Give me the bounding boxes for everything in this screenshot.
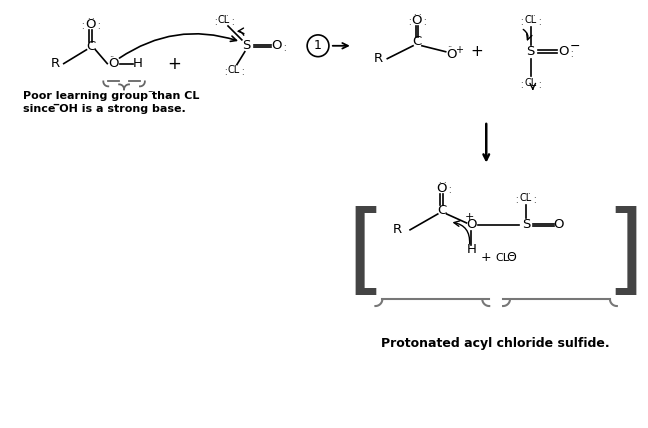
Text: .: . (408, 13, 410, 22)
Text: CL: CL (525, 15, 537, 25)
Text: .: . (220, 9, 223, 18)
Text: .: . (283, 44, 286, 53)
Text: .: . (418, 8, 421, 17)
Text: .: . (408, 18, 410, 27)
Text: .: . (570, 45, 573, 54)
Text: C: C (412, 36, 422, 48)
Text: .: . (424, 18, 426, 27)
Text: R: R (51, 57, 60, 70)
Text: .: . (226, 9, 228, 18)
Text: .: . (91, 12, 94, 21)
Text: O: O (446, 48, 457, 61)
Text: S: S (242, 39, 251, 52)
Text: .: . (424, 13, 426, 22)
Text: +: + (465, 212, 474, 222)
Text: .: . (438, 176, 441, 185)
Text: .: . (527, 9, 529, 18)
Text: .: . (443, 176, 446, 185)
Text: since ̅OH is a strong base.: since ̅OH is a strong base. (23, 104, 186, 114)
Text: .: . (87, 12, 89, 21)
Text: .: . (570, 50, 573, 59)
Text: ]: ] (605, 206, 644, 303)
Text: .: . (242, 62, 244, 71)
Text: O: O (437, 182, 447, 195)
Text: .: . (224, 62, 226, 71)
Text: +: + (470, 44, 483, 59)
Text: ..: .. (447, 40, 452, 49)
Text: .: . (242, 68, 244, 77)
Text: O: O (553, 218, 564, 232)
Text: CL: CL (520, 193, 532, 203)
Text: ⁻: ⁻ (147, 89, 152, 99)
Text: C: C (437, 204, 446, 217)
Text: S: S (522, 218, 530, 232)
Text: CL: CL (228, 65, 240, 74)
Text: +: + (454, 45, 463, 55)
Text: .: . (520, 13, 523, 22)
Text: .: . (538, 13, 541, 22)
Text: R: R (374, 52, 383, 65)
Text: .: . (527, 187, 529, 196)
Text: O: O (558, 45, 569, 58)
Text: .: . (533, 191, 536, 200)
Text: H: H (467, 243, 476, 256)
Text: .: . (538, 81, 541, 90)
Text: +: + (168, 55, 181, 73)
Text: .: . (231, 18, 234, 27)
Text: .: . (533, 196, 536, 205)
Text: .: . (231, 13, 234, 22)
Text: .: . (413, 8, 416, 17)
Text: .: . (520, 18, 523, 27)
Text: .: . (532, 9, 535, 18)
Text: O: O (272, 39, 282, 52)
Text: ..: .. (110, 50, 115, 59)
Text: .: . (224, 68, 226, 77)
Text: .: . (97, 17, 100, 26)
Text: O: O (466, 218, 477, 232)
Text: .: . (448, 186, 451, 195)
Text: R: R (393, 223, 402, 236)
Text: .: . (283, 39, 286, 48)
Text: +: + (481, 251, 492, 264)
Text: H: H (133, 57, 143, 70)
Text: CL: CL (495, 253, 509, 262)
Text: [: [ (346, 206, 385, 303)
Text: .: . (522, 187, 525, 196)
Text: O: O (85, 18, 96, 30)
Text: .: . (81, 17, 84, 26)
Text: .: . (81, 22, 84, 31)
Text: .: . (448, 181, 451, 190)
Text: .: . (538, 18, 541, 27)
Text: CL: CL (218, 15, 230, 25)
Text: Θ: Θ (506, 251, 516, 264)
Text: S: S (527, 45, 535, 58)
Text: .: . (97, 22, 100, 31)
Text: −: − (570, 40, 581, 53)
Text: Poor learning group than CL: Poor learning group than CL (23, 91, 200, 101)
Text: O: O (411, 14, 422, 27)
Text: CL: CL (525, 78, 537, 89)
Text: .: . (214, 18, 216, 27)
Text: C: C (86, 40, 95, 53)
Text: .: . (516, 196, 518, 205)
Text: .: . (516, 191, 518, 200)
Text: .: . (214, 13, 216, 22)
Text: O: O (108, 57, 119, 70)
Text: .: . (538, 77, 541, 86)
Text: Protonated acyl chloride sulfide.: Protonated acyl chloride sulfide. (381, 337, 610, 350)
Text: .: . (520, 77, 523, 86)
Text: 1: 1 (314, 39, 322, 52)
Text: .: . (520, 81, 523, 90)
